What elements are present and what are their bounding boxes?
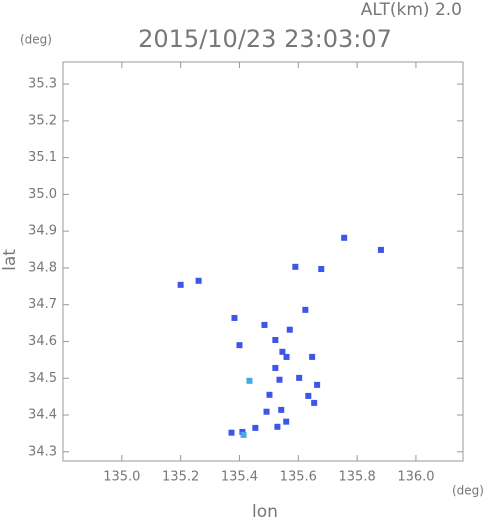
x-tick-label: 136.0 [397, 470, 434, 485]
y-tick-label: 35.2 [28, 113, 57, 128]
echo-cell [240, 431, 247, 438]
echo-cell [311, 399, 318, 406]
echo-cell [276, 376, 283, 383]
echo-cell [236, 342, 243, 349]
echo-cell [341, 234, 348, 241]
echo-cell [263, 408, 270, 415]
y-tick-label: 34.9 [28, 224, 57, 239]
chart-subtitle: ALT(km) 2.0 [361, 0, 462, 20]
echo-cell [283, 353, 290, 360]
y-tick-label: 34.4 [28, 408, 57, 423]
echo-cell [283, 418, 290, 425]
echo-cell [266, 391, 273, 398]
echo-cell [274, 423, 281, 430]
y-tick-label: 35.3 [28, 77, 57, 92]
echo-cell [314, 381, 321, 388]
y-tick-label: 34.8 [28, 260, 57, 275]
y-tick-label: 35.0 [28, 187, 57, 202]
echo-cell [279, 348, 286, 355]
y-tick-label: 34.5 [28, 371, 57, 386]
echo-cell [272, 364, 279, 371]
echo-cell [278, 406, 285, 413]
x-axis-label: lon [252, 502, 278, 521]
echo-cell [272, 337, 279, 344]
echo-cell [177, 281, 184, 288]
echo-cell [286, 326, 293, 333]
y-tick-label: 35.1 [28, 150, 57, 165]
echo-cell [252, 424, 259, 431]
echo-cell [228, 429, 235, 436]
plot-frame [62, 61, 464, 462]
y-tick-label: 34.3 [28, 444, 57, 459]
echo-cell [302, 306, 309, 313]
echo-cell [231, 314, 238, 321]
echo-cell [305, 392, 312, 399]
y-unit: (deg) [20, 33, 52, 47]
x-tick-label: 135.8 [339, 470, 376, 485]
echo-cell [309, 353, 316, 360]
echo-cell [195, 277, 202, 284]
x-tick-label: 135.2 [162, 470, 199, 485]
echo-cell [318, 266, 325, 273]
echo-cell [377, 246, 384, 253]
x-tick-label: 135.0 [103, 470, 140, 485]
x-tick-label: 135.4 [221, 470, 258, 485]
chart-title: 2015/10/23 23:03:07 [138, 25, 392, 53]
echo-cell [296, 374, 303, 381]
echo-cell [246, 377, 253, 384]
y-tick-label: 34.6 [28, 334, 57, 349]
echo-cell [292, 263, 299, 270]
x-unit: (deg) [452, 484, 484, 498]
y-axis-label: lat [0, 249, 20, 271]
echo-cell [261, 321, 268, 328]
y-tick-label: 34.7 [28, 297, 57, 312]
x-tick-label: 135.6 [280, 470, 317, 485]
